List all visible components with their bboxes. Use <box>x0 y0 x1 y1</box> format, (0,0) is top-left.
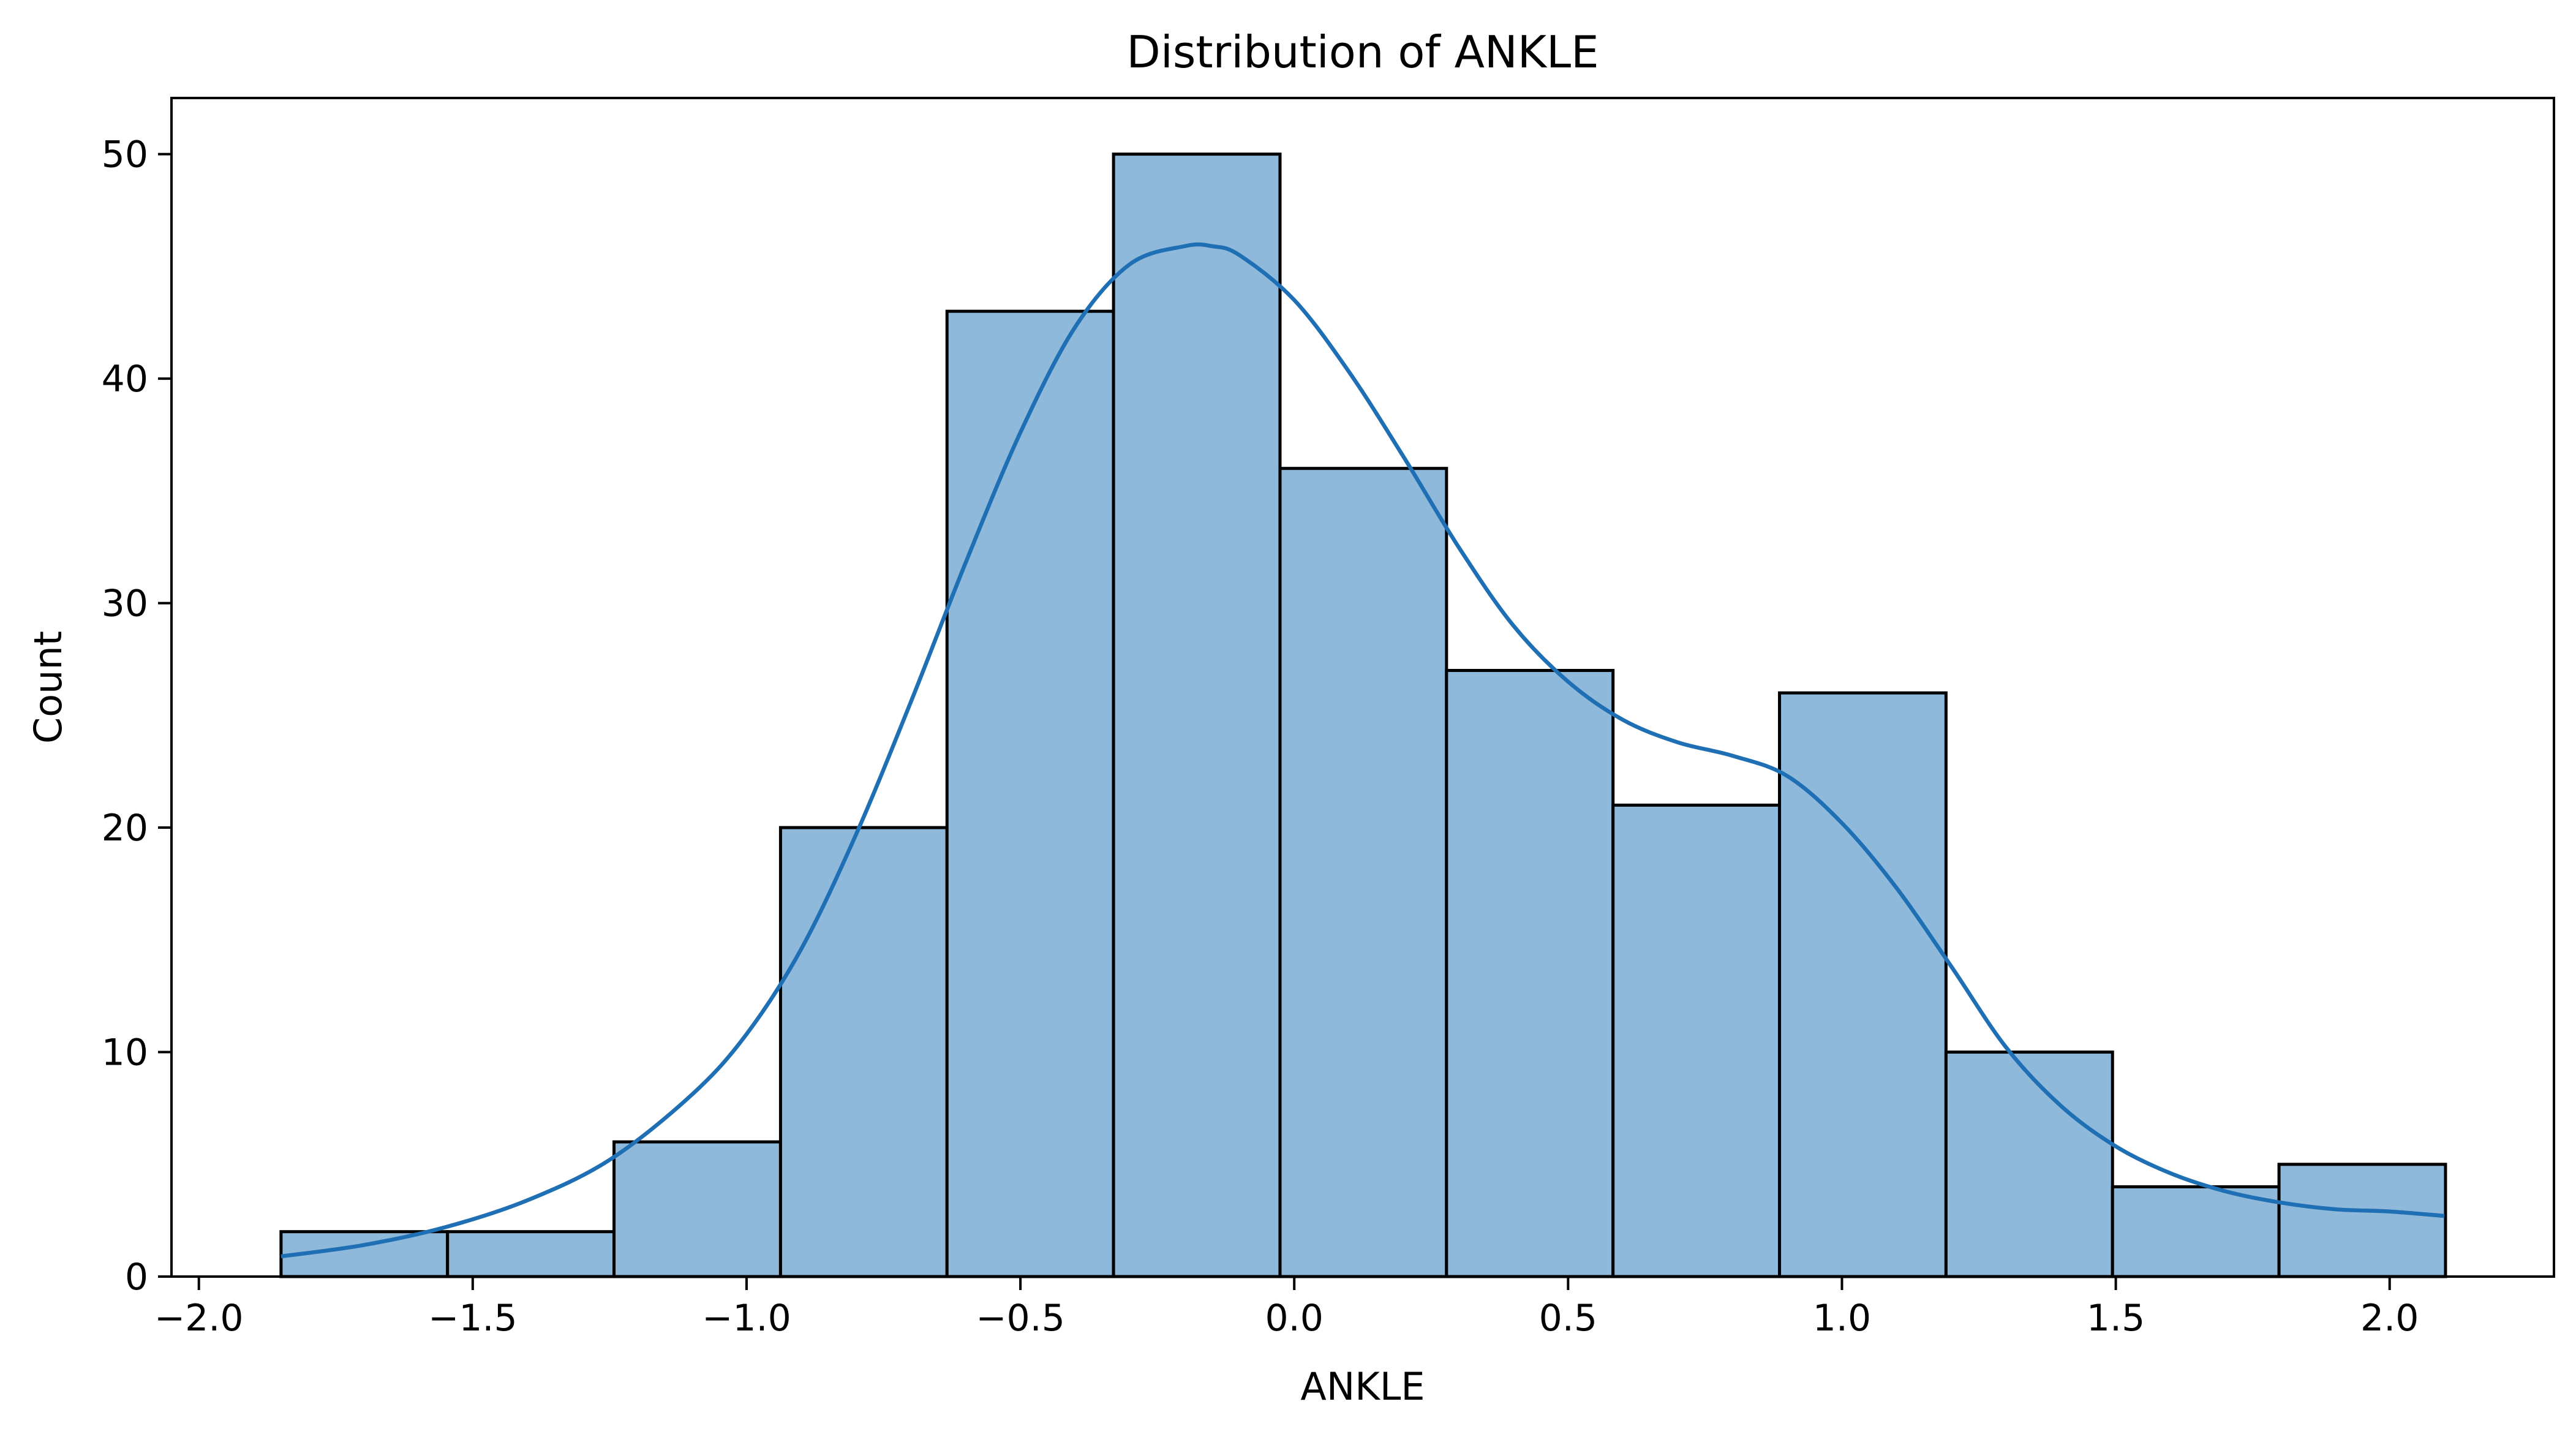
y-tick-label: 30 <box>102 583 148 625</box>
y-tick-label: 50 <box>102 134 148 176</box>
x-tick-label: 1.0 <box>1813 1297 1871 1340</box>
x-tick-label: 2.0 <box>2360 1297 2419 1340</box>
x-tick-label: −0.5 <box>976 1297 1065 1340</box>
histogram-bar <box>2111 1185 2281 1278</box>
histogram-bar <box>1944 1051 2114 1278</box>
histogram-bars <box>279 153 2447 1278</box>
histogram-bar <box>446 1230 616 1278</box>
y-tick-label: 40 <box>102 358 148 401</box>
kde-curve <box>281 242 2445 1259</box>
x-tick-label: 1.5 <box>2087 1297 2145 1340</box>
histogram-bar <box>1445 669 1615 1278</box>
x-axis-label: ANKLE <box>1300 1364 1425 1409</box>
x-tick-label: −2.0 <box>154 1297 244 1340</box>
histogram-bar <box>1112 153 1282 1278</box>
histogram-bar <box>1611 803 1782 1278</box>
chart-title: Distribution of ANKLE <box>1126 26 1599 78</box>
y-axis-ticks: 0 10 20 30 40 50 <box>102 134 171 1299</box>
histogram-bar <box>1778 691 1948 1278</box>
x-tick-label: −1.5 <box>428 1297 518 1340</box>
histogram-bar <box>945 309 1115 1278</box>
histogram-bar <box>1278 467 1448 1278</box>
histogram-bar <box>2277 1163 2447 1278</box>
y-tick-label: 20 <box>102 807 148 850</box>
plot-frame <box>170 97 2555 1278</box>
y-axis-label: Count <box>26 631 70 744</box>
histogram-bar <box>778 826 949 1278</box>
y-tick-label: 0 <box>125 1256 148 1299</box>
x-tick-label: 0.5 <box>1539 1297 1597 1340</box>
x-axis-ticks: −2.0 −1.5 −1.0 −0.5 0.0 0.5 1.0 1.5 2.0 <box>154 1277 2419 1340</box>
histogram-bar <box>612 1140 782 1278</box>
x-tick-label: 0.0 <box>1265 1297 1324 1340</box>
x-tick-label: −1.0 <box>702 1297 791 1340</box>
y-tick-label: 10 <box>102 1032 148 1074</box>
